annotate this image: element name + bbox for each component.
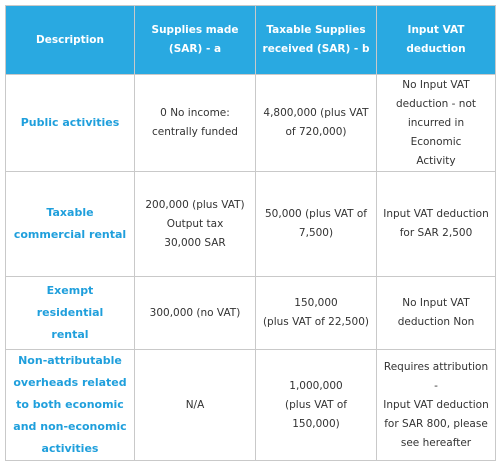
header-supplies-made: Supplies made (SAR) - a [134, 5, 256, 75]
row-taxable-received: 50,000 (plus VAT of 7,500) [255, 171, 377, 277]
header-row: Description Supplies made (SAR) - a Taxa… [5, 5, 496, 75]
row-input-vat: Requires attribution - Input VAT deducti… [376, 349, 496, 461]
row-input-vat: No Input VAT deduction Non [376, 276, 496, 350]
row-input-vat: Input VAT deduction for SAR 2,500 [376, 171, 496, 277]
table-row: Non-attributable overheads related to bo… [5, 349, 496, 461]
row-description: Exempt residential rental [5, 276, 135, 350]
row-supplies-made: 0 No income: centrally funded [134, 74, 256, 172]
table-row: Exempt residential rental 300,000 (no VA… [5, 276, 496, 350]
row-input-vat: No Input VAT deduction - not incurred in… [376, 74, 496, 172]
row-taxable-received: 4,800,000 (plus VAT of 720,000) [255, 74, 377, 172]
row-supplies-made: 300,000 (no VAT) [134, 276, 256, 350]
vat-table: Description Supplies made (SAR) - a Taxa… [5, 5, 496, 461]
row-taxable-received: 150,000 (plus VAT of 22,500) [255, 276, 377, 350]
header-taxable-supplies-received: Taxable Supplies received (SAR) - b [255, 5, 377, 75]
row-description: Taxable commercial rental [5, 171, 135, 277]
header-input-vat-deduction: Input VAT deduction [376, 5, 496, 75]
table-row: Public activities 0 No income: centrally… [5, 74, 496, 172]
row-description: Public activities [5, 74, 135, 172]
table-row: Taxable commercial rental 200,000 (plus … [5, 171, 496, 277]
row-taxable-received: 1,000,000 (plus VAT of 150,000) [255, 349, 377, 461]
header-description: Description [5, 5, 135, 75]
row-supplies-made: N/A [134, 349, 256, 461]
row-description: Non-attributable overheads related to bo… [5, 349, 135, 461]
row-supplies-made: 200,000 (plus VAT) Output tax 30,000 SAR [134, 171, 256, 277]
